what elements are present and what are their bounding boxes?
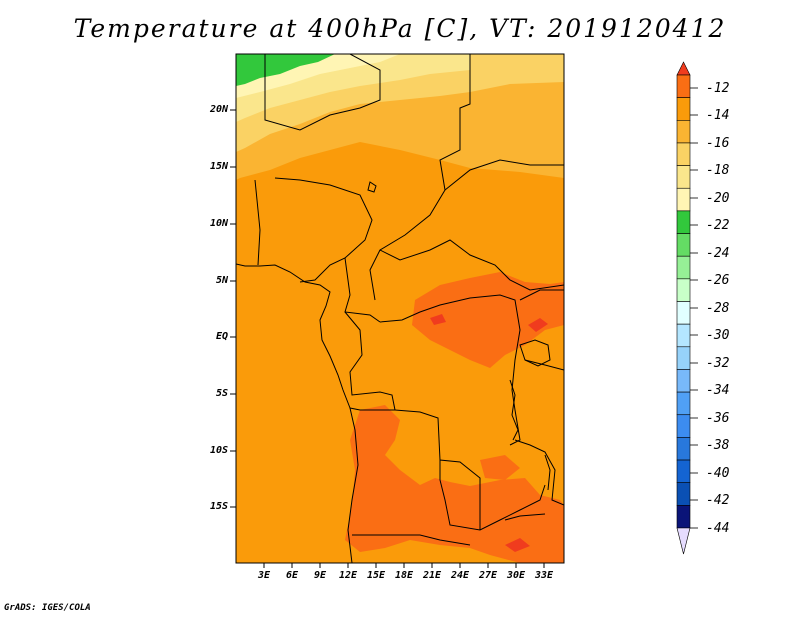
colorbar-swatch xyxy=(676,323,691,348)
colorbar-label: -12 xyxy=(706,81,730,96)
field-band-minus24 xyxy=(236,54,335,86)
colorbar-swatch xyxy=(676,391,691,416)
colorbar-label: -40 xyxy=(706,466,730,481)
lat-label-15n: 15N xyxy=(209,161,228,172)
colorbar-swatch xyxy=(676,142,691,166)
border-drc xyxy=(379,294,521,446)
coastline-west-africa xyxy=(236,263,359,563)
temperature-field xyxy=(236,54,564,563)
lon-label-27e: 27E xyxy=(478,570,498,581)
colorbar-label: -36 xyxy=(706,411,730,426)
colorbar-label: -34 xyxy=(706,383,730,398)
colorbar-swatch xyxy=(676,437,691,461)
field-band-minus14 xyxy=(345,405,564,563)
lake-malawi xyxy=(544,454,551,491)
colorbar-swatch xyxy=(676,187,691,212)
lake-victoria xyxy=(519,339,551,367)
colorbar-label: -42 xyxy=(706,493,730,508)
border-sahara xyxy=(264,54,381,131)
lat-label-5s: 5S xyxy=(215,388,228,399)
colorbar-swatch xyxy=(676,165,691,189)
lon-label-12e: 12E xyxy=(338,570,358,581)
colorbar-swatch xyxy=(676,369,691,393)
colorbar-label: -28 xyxy=(706,301,730,316)
colorbar-label: -22 xyxy=(706,218,730,233)
field-band-minus13 xyxy=(505,538,530,552)
border-tanzania xyxy=(524,359,564,371)
border-congo xyxy=(344,311,396,411)
colorbar-label: -16 xyxy=(706,136,730,151)
lon-label-24e: 24E xyxy=(450,570,470,581)
colorbar-label: -44 xyxy=(706,521,730,536)
field-band-minus13 xyxy=(430,314,446,325)
border-namibia xyxy=(352,534,471,546)
colorbar xyxy=(676,61,698,555)
colorbar-swatch xyxy=(676,459,691,483)
zambezi-lake xyxy=(504,513,546,521)
lon-label-6e: 6E xyxy=(285,570,299,581)
colorbar-swatch xyxy=(676,120,691,144)
lat-label-10s: 10S xyxy=(209,445,228,456)
lat-label-5n: 5N xyxy=(215,275,228,286)
border-zambia xyxy=(439,460,546,531)
border-nigeria xyxy=(274,177,373,283)
lake-tanganyika xyxy=(509,379,519,441)
colorbar-label: -14 xyxy=(706,108,730,123)
lon-label-33e: 33E xyxy=(534,570,554,581)
colorbar-swatch xyxy=(676,233,691,257)
lat-ticks xyxy=(230,109,236,508)
colorbar-label: -32 xyxy=(706,356,730,371)
lon-label-9e: 9E xyxy=(313,570,327,581)
border-sudan xyxy=(444,159,564,191)
credit-text: GrADS: IGES/COLA xyxy=(4,603,91,613)
country-borders xyxy=(236,54,564,563)
lat-label-15s: 15S xyxy=(209,501,228,512)
lat-label-eq: EQ xyxy=(215,331,228,342)
map-title: Temperature at 400hPa [C], VT: 201912041… xyxy=(73,14,727,43)
colorbar-label: -18 xyxy=(706,163,730,178)
colorbar-swatch xyxy=(676,278,691,302)
colorbar-label: -26 xyxy=(706,273,730,288)
lon-label-3e: 3E xyxy=(257,570,271,581)
lat-label-10n: 10N xyxy=(209,218,228,229)
colorbar-swatch xyxy=(676,482,691,506)
border-east xyxy=(519,289,564,301)
colorbar-swatch xyxy=(676,346,691,370)
lon-label-15e: 15E xyxy=(366,570,386,581)
lon-label-21e: 21E xyxy=(422,570,442,581)
lon-label-18e: 18E xyxy=(394,570,414,581)
border-angola xyxy=(349,407,481,530)
field-band-minus14 xyxy=(480,455,520,480)
colorbar-swatch xyxy=(676,301,691,325)
colorbar-label: -30 xyxy=(706,328,730,343)
lake-chad xyxy=(367,181,377,193)
map-frame xyxy=(235,53,565,564)
lon-label-30e: 30E xyxy=(506,570,526,581)
colorbar-bottom-arrow xyxy=(676,527,691,555)
lat-label-20n: 20N xyxy=(209,104,228,115)
colorbar-label: -38 xyxy=(706,438,730,453)
field-band-minus14 xyxy=(412,272,564,368)
lon-ticks xyxy=(263,563,545,568)
colorbar-label: -24 xyxy=(706,246,730,261)
colorbar-top-arrow xyxy=(676,61,691,76)
colorbar-swatch xyxy=(676,74,691,98)
border-ghana-togo xyxy=(254,179,261,266)
colorbar-swatch xyxy=(676,210,691,234)
border-central-african xyxy=(379,239,564,291)
colorbar-label: -20 xyxy=(706,191,730,206)
colorbar-swatch xyxy=(676,505,691,529)
field-band-minus13 xyxy=(528,318,548,332)
colorbar-swatch xyxy=(676,97,691,121)
colorbar-swatch xyxy=(676,414,691,438)
border-mozambique xyxy=(514,439,564,506)
colorbar-swatch xyxy=(676,255,691,280)
